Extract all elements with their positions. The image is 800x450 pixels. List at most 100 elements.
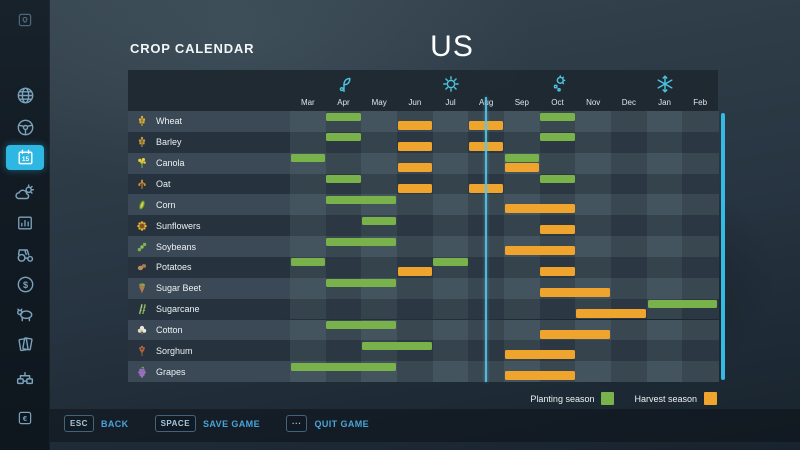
calendar-scrollbar[interactable]: [721, 113, 725, 380]
svg-text:$: $: [22, 279, 27, 289]
sugarcane-crop-icon: [136, 303, 148, 315]
sidebar-tab-economy-euro-icon[interactable]: €: [6, 405, 44, 431]
calendar-cell: [504, 256, 541, 278]
crop-name: Grapes: [156, 366, 186, 377]
harvest-bar-oat: [397, 183, 432, 193]
harvest-bar-canola: [504, 162, 539, 172]
harvest-bar-potatoes: [397, 266, 432, 276]
planting-bar-canola: [290, 154, 325, 163]
harvest-bar-sugar-beet: [540, 287, 611, 297]
calendar-cell: [682, 152, 719, 174]
sidebar-tab-finances-dollar-icon[interactable]: $: [6, 271, 44, 297]
crop-name: Cotton: [156, 324, 183, 335]
wheat-crop-icon: [136, 115, 148, 127]
calendar-cell: [432, 340, 469, 362]
calendar-cell: [432, 194, 469, 216]
sidebar-tab-map-marker-icon[interactable]: [6, 7, 44, 33]
back-button[interactable]: ESC BACK: [64, 415, 129, 432]
calendar-cell: [290, 215, 327, 237]
calendar-cell: [646, 236, 683, 257]
calendar-cell: [611, 152, 648, 174]
calendar-header-band: MarAprMayJunJulAugSepOctNovDecJanFeb: [128, 70, 718, 111]
canola-crop-icon: [136, 157, 148, 169]
crop-name: Sugarcane: [156, 304, 200, 315]
footer-bar: ESC BACK SPACE SAVE GAME ··· QUIT GAME: [50, 409, 800, 442]
calendar-cell: [646, 361, 683, 383]
crop-name: Soybeans: [156, 241, 197, 252]
crop-row-label-grapes: Grapes: [128, 361, 290, 383]
current-day-line: [485, 97, 488, 382]
crop-row-label-wheat: Wheat: [128, 111, 290, 132]
legend-planting-swatch: [601, 392, 615, 405]
keycap-key: ···: [285, 415, 308, 432]
calendar-cell: [432, 319, 469, 341]
calendar-cell: [432, 236, 469, 257]
button-label: BACK: [100, 418, 129, 429]
calendar-cell: [646, 194, 683, 216]
crop-row-label-sugarcane: Sugarcane: [128, 298, 290, 320]
calendar-cell: [682, 361, 719, 383]
corn-crop-icon: [136, 199, 148, 211]
grapes-crop-icon: [136, 366, 148, 378]
crop-row-label-potatoes: Potatoes: [128, 256, 290, 278]
button-label: QUIT GAME: [314, 418, 370, 429]
sidebar-tab-globe-icon[interactable]: [6, 82, 44, 108]
crop-row-label-soybeans: Soybeans: [128, 236, 290, 257]
calendar-cell: [290, 194, 327, 216]
calendar-cell: [361, 152, 398, 174]
harvest-bar-soybeans: [504, 246, 575, 256]
calendar-cell: [611, 361, 648, 383]
calendar-cell: [432, 152, 469, 174]
calendar-cell: [575, 152, 612, 174]
sorghum-crop-icon: [136, 345, 148, 357]
calendar-cell: [325, 152, 362, 174]
sidebar-tab-steering-wheel-icon[interactable]: [6, 114, 44, 140]
crop-name: Sugar Beet: [156, 283, 202, 294]
month-label-jan: Jan: [658, 98, 671, 107]
planting-bar-oat: [326, 175, 361, 184]
quit-game-button[interactable]: ··· QUIT GAME: [285, 415, 370, 432]
calendar-cell: [361, 298, 398, 320]
sidebar-tab-weather-icon[interactable]: [6, 180, 44, 206]
sidebar-tab-production-chains-icon[interactable]: [6, 364, 44, 390]
planting-bar-barley: [326, 133, 361, 142]
calendar-cell: [611, 131, 648, 153]
calendar-cell: [682, 277, 719, 299]
planting-bar-oat: [540, 175, 575, 184]
calendar-cell: [682, 256, 719, 278]
planting-bar-soybeans: [326, 237, 397, 246]
calendar-cell: [504, 173, 541, 195]
calendar-cell: [682, 340, 719, 362]
month-label-sep: Sep: [514, 98, 529, 107]
potatoes-crop-icon: [136, 261, 148, 273]
calendar-cell: [646, 256, 683, 278]
page-title: CROP CALENDAR: [130, 41, 255, 56]
barley-crop-icon: [136, 136, 148, 148]
sidebar-tab-animals-icon[interactable]: [6, 301, 44, 327]
calendar-cell: [290, 236, 327, 257]
calendar-cell: [611, 173, 648, 195]
sidebar-tab-contracts-cards-icon[interactable]: [6, 331, 44, 357]
month-label-mar: Mar: [300, 98, 315, 107]
calendar-cell: [432, 277, 469, 299]
crop-name: Sorghum: [156, 345, 193, 356]
month-label-jun: Jun: [408, 98, 422, 107]
calendar-cell: [325, 215, 362, 237]
calendar-cell: [397, 319, 434, 341]
calendar-cell: [575, 256, 612, 278]
month-label-nov: Nov: [586, 98, 601, 107]
calendar-cell: [682, 111, 719, 132]
planting-bar-wheat: [326, 112, 361, 121]
harvest-bar-sunflowers: [540, 225, 575, 235]
oat-crop-icon: [136, 178, 148, 190]
sidebar-tab-statistics-icon[interactable]: [6, 210, 44, 236]
save-game-button[interactable]: SPACE SAVE GAME: [154, 415, 260, 432]
calendar-cell: [539, 298, 576, 320]
sidebar-tab-calendar-icon[interactable]: 15: [6, 145, 44, 170]
month-label-may: May: [371, 98, 387, 107]
harvest-bar-grapes: [504, 371, 575, 381]
sidebar-tab-tractor-icon[interactable]: [6, 241, 44, 267]
planting-bar-sunflowers: [362, 216, 397, 225]
calendar-cell: [646, 277, 683, 299]
